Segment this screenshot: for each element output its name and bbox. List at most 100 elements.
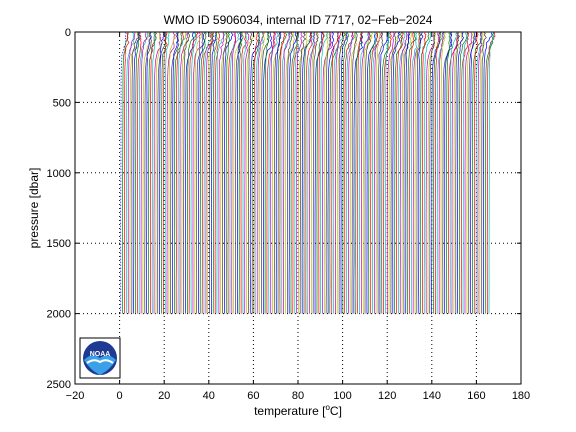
x-axis-label: temperature [oC] — [254, 403, 342, 418]
y-tick-label: 500 — [53, 97, 71, 109]
profile-line — [127, 32, 136, 314]
profile-line — [416, 32, 422, 314]
profile-line — [355, 32, 363, 314]
profile-line — [405, 32, 411, 314]
x-tick-label: 180 — [512, 390, 530, 402]
profile-line — [462, 32, 469, 314]
profile-line — [133, 32, 141, 314]
profile-line — [348, 32, 354, 314]
profile-line — [436, 32, 445, 314]
profile-line — [246, 32, 256, 314]
profile-line — [418, 32, 424, 314]
profile-line — [253, 32, 258, 314]
profile-line — [233, 32, 243, 314]
profile-line — [335, 32, 340, 314]
profile-line — [370, 32, 379, 314]
profile-line — [409, 32, 415, 314]
x-axis-label-prefix: temperature [ — [254, 404, 326, 418]
profile-line — [146, 32, 152, 314]
profile-line — [279, 32, 286, 314]
profile-line — [257, 32, 264, 314]
profile-line — [201, 32, 213, 314]
profile-line — [325, 32, 331, 314]
profile-line — [218, 32, 225, 314]
profile-line — [349, 32, 357, 314]
profile-line — [366, 32, 377, 314]
profile-line — [457, 32, 464, 314]
profile-line — [164, 32, 170, 314]
profile-line — [172, 32, 179, 314]
profile-line — [166, 32, 175, 314]
profile-line — [296, 32, 303, 314]
profile-line — [362, 32, 374, 314]
profile-line — [396, 32, 404, 314]
profile-line — [270, 32, 276, 314]
profile-line — [283, 32, 291, 314]
y-axis-label: pressure [dbar] — [27, 168, 41, 249]
profile-line — [142, 32, 150, 314]
profile-line — [238, 32, 244, 314]
x-tick-label: 80 — [292, 390, 304, 402]
profile-line — [483, 32, 493, 314]
profile-line — [455, 32, 461, 314]
profile-line — [410, 32, 418, 314]
profile-line — [181, 32, 188, 314]
y-tick-label: 0 — [65, 27, 71, 39]
profile-line — [299, 32, 307, 314]
profile-line — [429, 32, 436, 314]
profile-line — [268, 32, 279, 314]
profile-line — [266, 32, 276, 314]
x-tick-label: 20 — [158, 390, 170, 402]
profile-line — [185, 32, 195, 314]
profile-line — [438, 32, 444, 314]
y-tick-label: 2000 — [47, 309, 71, 321]
profile-line — [446, 32, 451, 314]
profile-line — [318, 32, 324, 314]
profile-line — [423, 32, 432, 314]
profile-line — [372, 32, 377, 314]
profile-line — [248, 32, 253, 314]
profile-line — [464, 32, 473, 314]
profile-line — [340, 32, 348, 314]
profile-line — [346, 32, 356, 314]
profile-line — [329, 32, 340, 314]
profile-line — [407, 32, 417, 314]
profile-line — [220, 32, 228, 314]
profile-line — [275, 32, 282, 314]
profile-line — [301, 32, 312, 314]
profile-line — [414, 32, 421, 314]
profile-line — [377, 32, 384, 314]
profile-line — [379, 32, 389, 314]
profile-line — [312, 32, 319, 314]
profile-line — [425, 32, 435, 314]
profile-line — [222, 32, 228, 314]
y-tick-label: 1500 — [47, 238, 71, 250]
x-tick-label: 0 — [117, 390, 123, 402]
profile-line — [431, 32, 441, 314]
x-tick-label: 160 — [467, 390, 485, 402]
profile-line — [242, 32, 247, 314]
noaa-logo-text: NOAA — [90, 351, 111, 358]
profile-line — [262, 32, 272, 314]
profile-line — [309, 32, 316, 314]
profile-line — [386, 32, 395, 314]
profile-line — [470, 32, 476, 314]
x-tick-label: −20 — [66, 390, 85, 402]
x-tick-label: 100 — [333, 390, 351, 402]
noaa-logo-wave — [86, 359, 114, 364]
profile-line — [231, 32, 237, 314]
chart-title: WMO ID 5906034, internal ID 7717, 02−Feb… — [164, 13, 433, 27]
profile-line — [320, 32, 328, 314]
profile-line — [227, 32, 236, 314]
profile-line — [162, 32, 168, 314]
profile-line — [259, 32, 265, 314]
profile-line — [294, 32, 300, 314]
profile-line — [149, 32, 158, 314]
profile-line — [331, 32, 342, 314]
x-axis-label-suffix: C] — [330, 404, 342, 418]
profile-line — [151, 32, 157, 314]
profile-line — [477, 32, 483, 314]
profile-line — [401, 32, 413, 314]
profile-series — [120, 32, 496, 314]
